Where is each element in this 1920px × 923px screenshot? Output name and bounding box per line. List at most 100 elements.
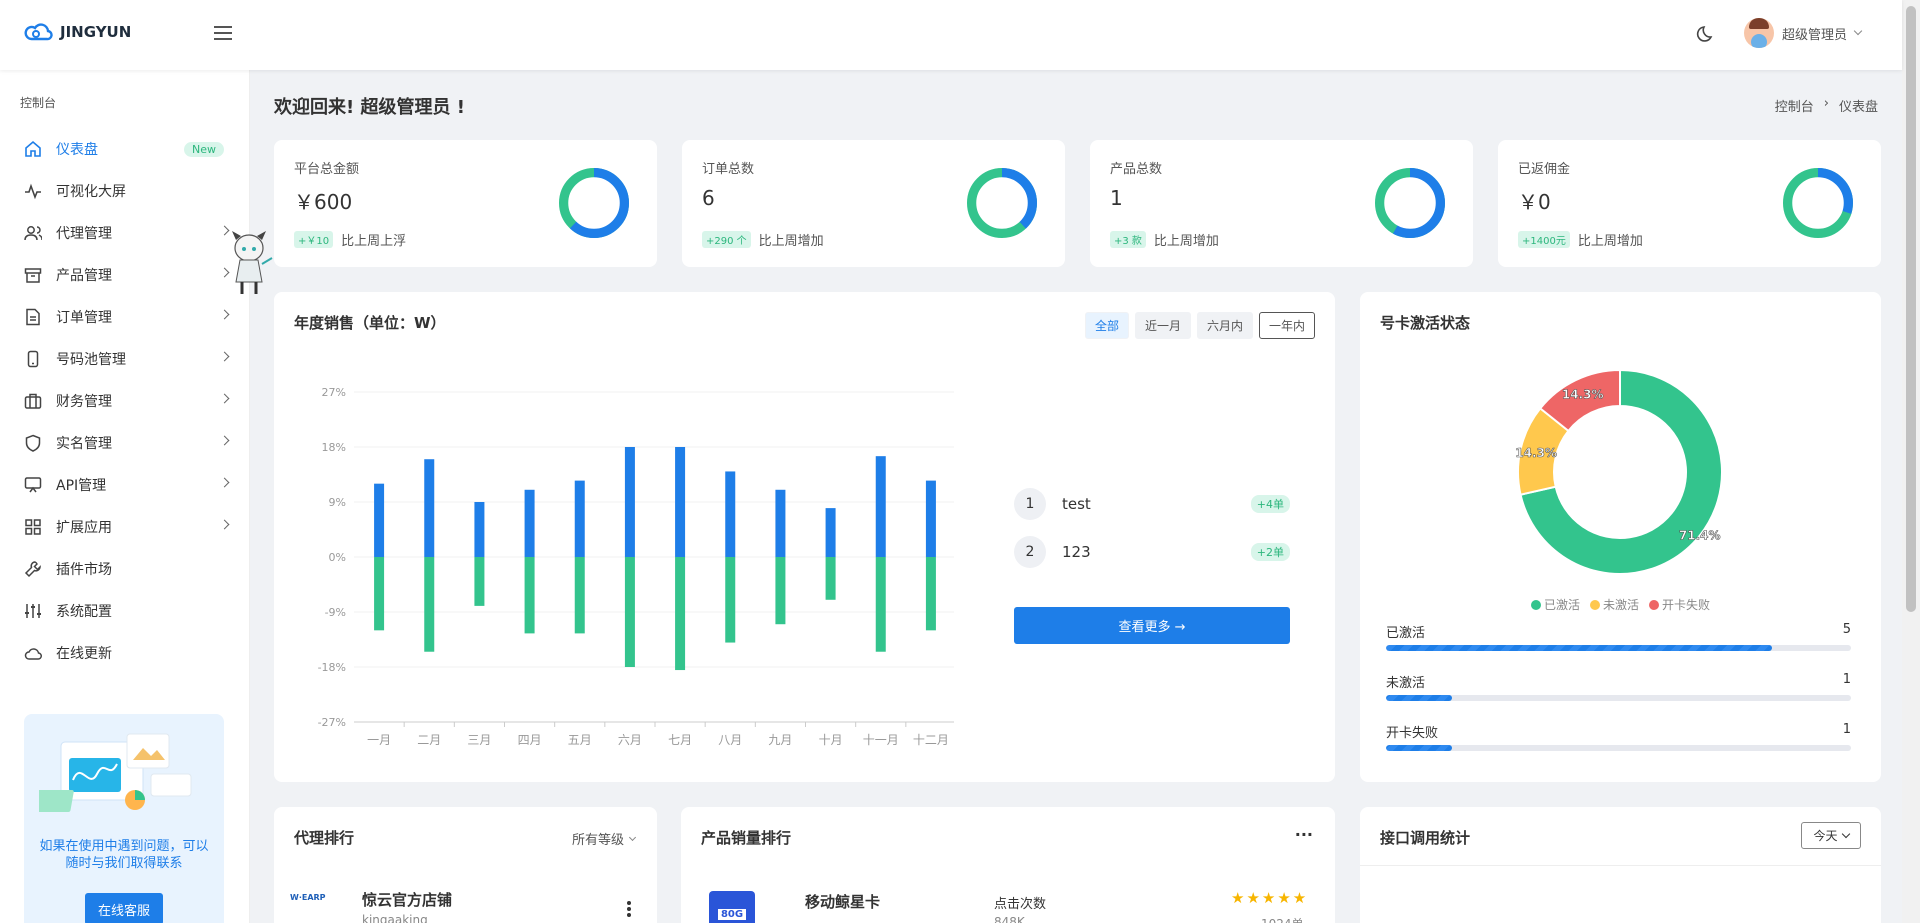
bar[interactable]	[875, 557, 886, 652]
bar[interactable]	[374, 557, 385, 631]
status-progress-row: 未激活 1	[1386, 672, 1851, 701]
product-sales-ranking-card: 产品销量排行 ··· 80G 移动鲸星卡 点击次数 848K ★★★★★ 102…	[681, 807, 1335, 923]
bar[interactable]	[875, 456, 886, 557]
page-title: 欢迎回来! 超级管理员 !	[274, 97, 465, 118]
donut-slice[interactable]	[1538, 368, 1621, 433]
bar[interactable]	[624, 557, 635, 667]
ranking-item[interactable]: 2 123 +2单	[1014, 536, 1290, 568]
product-name[interactable]: 移动鲸星卡	[805, 893, 881, 911]
chevron-right-icon	[219, 519, 230, 530]
product-click-label: 点击次数	[994, 897, 1047, 912]
tab-six-months[interactable]: 六月内	[1196, 312, 1253, 339]
legend-item[interactable]: 未激活	[1589, 596, 1639, 613]
progress-fill	[1386, 695, 1452, 701]
y-tick-label: -9%	[325, 606, 346, 619]
agent-name[interactable]: 惊云官方店铺	[362, 891, 453, 909]
help-card: 如果在使用中遇到问题，可以随时与我们取得联系 在线客服	[24, 714, 224, 923]
status-progress-row: 已激活 5	[1386, 622, 1851, 651]
status-label: 未激活	[1386, 676, 1426, 691]
donut-slice[interactable]	[1519, 368, 1723, 575]
status-count: 5	[1842, 622, 1851, 637]
bar[interactable]	[474, 502, 485, 557]
bar[interactable]	[424, 459, 435, 557]
stat-delta-text: 比上周增加	[1577, 234, 1643, 249]
bar[interactable]	[725, 557, 736, 643]
progress-fill	[1386, 645, 1772, 651]
api-stats-title: 接口调用统计	[1380, 829, 1471, 847]
bar[interactable]	[524, 557, 535, 634]
bar[interactable]	[775, 489, 786, 557]
sidebar-item[interactable]: 产品管理	[0, 254, 250, 296]
sidebar-item[interactable]: 扩展应用	[0, 506, 250, 548]
api-stats-divider	[1360, 865, 1881, 866]
breadcrumb: 控制台 › 仪表盘	[1775, 96, 1878, 115]
home-icon	[24, 140, 42, 158]
tab-one-year[interactable]: 一年内	[1258, 312, 1315, 339]
product-click-count: 848K	[994, 915, 1025, 923]
view-more-button[interactable]: 查看更多 →	[1014, 607, 1290, 644]
stat-label: 订单总数	[702, 162, 755, 177]
sidebar-item[interactable]: 系统配置	[0, 590, 250, 632]
user-menu[interactable]: 超级管理员	[1744, 18, 1863, 48]
bar[interactable]	[474, 557, 485, 606]
online-support-button[interactable]: 在线客服	[85, 893, 163, 923]
sidebar-item[interactable]: 代理管理	[0, 212, 250, 254]
bar[interactable]	[925, 557, 936, 631]
moon-icon[interactable]	[1696, 24, 1716, 44]
bar[interactable]	[424, 557, 435, 652]
chevron-down-icon	[628, 833, 637, 841]
sidebar-item-label: 可视化大屏	[56, 184, 126, 200]
stat-value: 1	[1110, 186, 1123, 210]
bar[interactable]	[825, 508, 836, 557]
more-horizontal-icon[interactable]: ···	[1294, 825, 1313, 844]
tab-last-month[interactable]: 近一月	[1134, 312, 1191, 339]
legend-item[interactable]: 已激活	[1530, 596, 1580, 613]
bar[interactable]	[675, 447, 686, 557]
legend-item[interactable]: 开卡失败	[1649, 596, 1710, 613]
sidebar-item[interactable]: 号码池管理	[0, 338, 250, 380]
bar[interactable]	[775, 557, 786, 625]
sidebar-item[interactable]: 在线更新	[0, 632, 250, 674]
y-tick-label: 27%	[322, 386, 346, 399]
phone-icon	[24, 350, 42, 368]
brand-name: JINGYUN	[60, 23, 132, 41]
slice-label: 14.3%	[1515, 446, 1557, 460]
more-vertical-icon[interactable]	[626, 900, 632, 918]
brand-logo[interactable]: JINGYUN	[24, 22, 131, 42]
bar[interactable]	[624, 447, 635, 557]
briefcase-icon	[24, 392, 42, 410]
wrench-icon	[24, 560, 42, 578]
agent-level-filter[interactable]: 所有等级	[572, 829, 637, 848]
menu-toggle-icon[interactable]	[212, 22, 234, 44]
breadcrumb-home[interactable]: 控制台	[1774, 100, 1814, 115]
ranking-name: test	[1062, 495, 1091, 513]
sidebar-item[interactable]: 实名管理	[0, 422, 250, 464]
stat-card: 产品总数 1 +3 款比上周增加	[1090, 140, 1473, 267]
document-icon	[24, 308, 42, 326]
bar[interactable]	[675, 557, 686, 671]
bar[interactable]	[574, 480, 585, 557]
sidebar-item-label: API管理	[56, 478, 107, 494]
ring-segment	[1375, 168, 1445, 238]
sidebar-item[interactable]: 插件市场	[0, 548, 250, 590]
tab-all[interactable]: 全部	[1084, 312, 1129, 339]
stat-value: 6	[702, 186, 715, 210]
bar[interactable]	[925, 480, 936, 557]
stat-ring-chart	[1783, 168, 1853, 238]
help-text: 如果在使用中遇到问题，可以随时与我们取得联系	[39, 839, 209, 871]
ranking-item[interactable]: 1 test +4单	[1014, 488, 1290, 520]
sidebar-item[interactable]: API管理	[0, 464, 250, 506]
sidebar-item[interactable]: 订单管理	[0, 296, 250, 338]
bar[interactable]	[725, 471, 736, 557]
page-scrollbar[interactable]	[1902, 0, 1920, 923]
bar[interactable]	[574, 557, 585, 634]
avatar	[1744, 18, 1774, 48]
sidebar-item[interactable]: 仪表盘 New	[0, 128, 250, 170]
bar[interactable]	[524, 489, 535, 557]
sidebar-item[interactable]: 可视化大屏	[0, 170, 250, 212]
bar[interactable]	[825, 557, 836, 600]
ring-segment	[967, 168, 1037, 238]
api-range-select[interactable]: 今天	[1801, 822, 1861, 849]
bar[interactable]	[374, 483, 385, 557]
sidebar-item[interactable]: 财务管理	[0, 380, 250, 422]
